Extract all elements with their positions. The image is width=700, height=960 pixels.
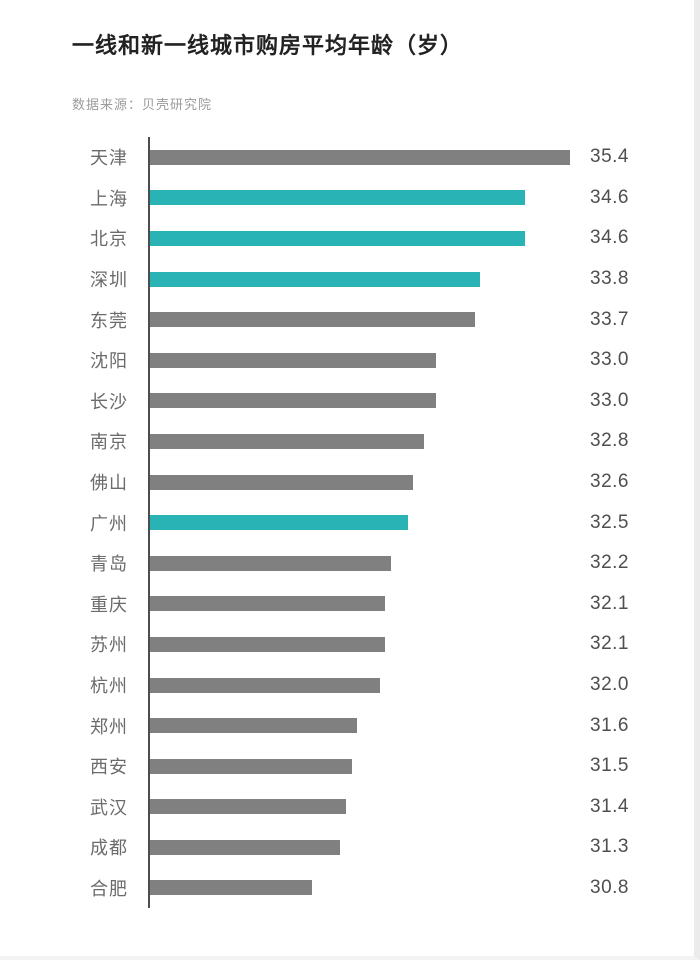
bar-track [148,542,578,584]
chart-row: 北京 34.6 [72,218,694,259]
bar [150,677,380,693]
value-label: 33.0 [590,349,629,371]
category-label: 长沙 [90,391,128,412]
category-label: 重庆 [90,594,128,615]
bar [150,636,385,652]
chart-row: 成都 31.3 [72,827,694,868]
chart-row: 长沙 33.0 [72,380,694,422]
category-label: 深圳 [90,270,128,291]
category-label: 武汉 [90,797,128,818]
chart-row: 沈阳 33.0 [72,339,694,381]
category-label: 南京 [90,432,128,453]
bar-track [148,502,578,543]
category-label: 郑州 [90,716,128,737]
category-label: 合肥 [90,878,128,899]
category-label: 上海 [90,188,128,209]
category-label: 成都 [90,838,128,859]
chart-row: 深圳 33.8 [72,258,694,300]
bar [150,149,570,165]
bar [150,352,436,368]
chart-title: 一线和新一线城市购房平均年龄（岁） [72,33,464,58]
value-label: 35.4 [590,146,629,168]
bar-track [148,461,578,503]
chart-row: 合肥 30.8 [72,867,694,909]
bar [150,799,346,815]
bar-track [148,664,578,706]
value-label: 34.6 [590,186,629,208]
bar-track [148,299,578,340]
bar-track [148,827,578,868]
chart-row: 佛山 32.6 [72,461,694,503]
category-label: 西安 [90,757,128,778]
value-label: 31.4 [590,795,629,817]
bar [150,230,525,246]
value-label: 32.1 [590,633,629,655]
bar-track [148,339,578,381]
category-label: 青岛 [90,554,128,575]
bar [150,433,424,449]
value-label: 34.6 [590,227,629,249]
data-source: 数据来源：贝壳研究院 [72,97,213,112]
bar [150,555,391,571]
category-label: 广州 [90,513,128,534]
value-label: 32.6 [590,471,629,493]
bar-track [148,258,578,300]
chart-row: 郑州 31.6 [72,705,694,746]
value-label: 32.0 [590,674,629,696]
bar [150,393,436,409]
category-label: 佛山 [90,473,128,494]
bar-track [148,745,578,787]
bar [150,190,525,206]
value-label: 33.7 [590,308,629,330]
value-label: 30.8 [590,876,629,898]
category-label: 东莞 [90,310,128,331]
bar [150,758,352,774]
bar [150,515,408,531]
chart-row: 广州 32.5 [72,502,694,543]
bar [150,271,480,287]
category-label: 苏州 [90,635,128,656]
value-label: 33.8 [590,268,629,290]
value-label: 31.6 [590,714,629,736]
value-label: 32.1 [590,592,629,614]
chart-row: 西安 31.5 [72,745,694,787]
bar-track [148,705,578,746]
bar-track [148,421,578,462]
bar-track [148,177,578,219]
category-label: 杭州 [90,676,128,697]
chart-row: 上海 34.6 [72,177,694,219]
bar [150,880,312,896]
bar-chart: 天津 35.4 上海 34.6 北京 34.6 深圳 33.8 东莞 33.7 沈阳 33.0 长沙 33… [72,137,694,909]
category-label: 天津 [90,148,128,169]
value-label: 32.8 [590,430,629,452]
chart-row: 南京 32.8 [72,421,694,462]
chart-row: 天津 35.4 [72,137,694,178]
bar-track [148,786,578,828]
chart-row: 武汉 31.4 [72,786,694,828]
bar-track [148,218,578,259]
bar [150,718,357,734]
chart-row: 青岛 32.2 [72,542,694,584]
bar [150,596,385,612]
bar-track [148,624,578,665]
value-label: 31.5 [590,755,629,777]
bar-track [148,380,578,422]
category-label: 沈阳 [90,351,128,372]
value-label: 33.0 [590,389,629,411]
category-label: 北京 [90,229,128,250]
bar-track [148,583,578,625]
chart-row: 杭州 32.0 [72,664,694,706]
chart-row: 苏州 32.1 [72,624,694,665]
value-label: 31.3 [590,836,629,858]
bar [150,312,475,328]
bar [150,839,340,855]
bar-track [148,137,578,178]
bar [150,474,413,490]
value-label: 32.2 [590,552,629,574]
chart-row: 东莞 33.7 [72,299,694,340]
chart-row: 重庆 32.1 [72,583,694,625]
bar-track [148,867,578,909]
value-label: 32.5 [590,511,629,533]
